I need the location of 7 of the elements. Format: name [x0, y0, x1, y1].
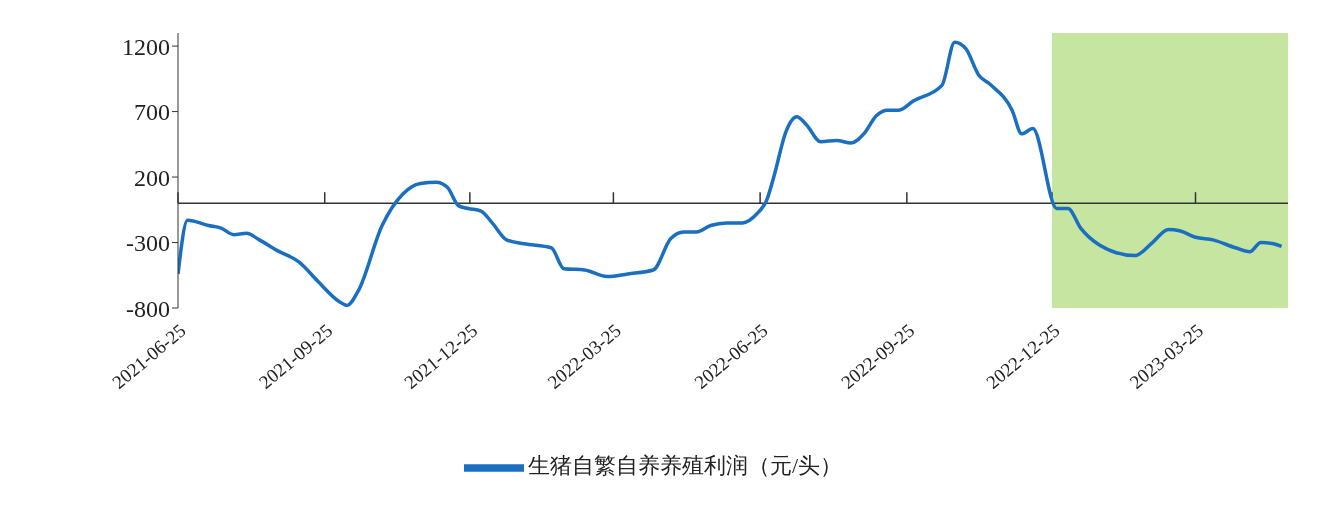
- y-tick-label: -800: [126, 295, 170, 322]
- y-tick-label: 200: [134, 164, 170, 191]
- line-series: [178, 40, 1284, 308]
- y-tick-label: -300: [126, 230, 170, 257]
- legend-label: 生猪自繁自养养殖利润（元/头）: [527, 453, 843, 479]
- y-tick-label: 1200: [122, 33, 170, 60]
- y-tick-label: 700: [134, 99, 170, 126]
